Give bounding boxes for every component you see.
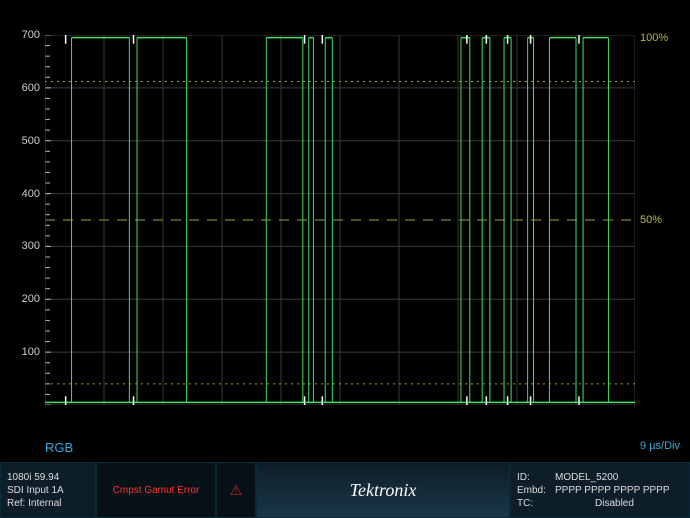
brand-name: Tektronix <box>350 480 417 501</box>
y-tick-label: 500 <box>0 135 40 147</box>
pct-100-label: 100% <box>640 32 668 44</box>
y-tick-label: 400 <box>0 188 40 200</box>
video-format: 1080i 59.94 <box>7 471 89 484</box>
time-per-div: 9 µs/Div <box>640 440 680 452</box>
device-info: ID:MODEL_5200 Embd:PPPP PPPP PPPP PPPP T… <box>510 462 690 518</box>
y-tick-label: 300 <box>0 240 40 252</box>
y-tick-label: 200 <box>0 293 40 305</box>
y-tick-label: 700 <box>0 29 40 41</box>
alarm-icon: ⚠ <box>230 482 243 499</box>
gamut-error: Cmpst Gamut Error <box>113 485 200 496</box>
waveform-display: 100200300400500600700 100%50% RGB 9 µs/D… <box>0 0 690 438</box>
tc-label: TC: <box>517 497 555 510</box>
pct-50-label: 50% <box>640 214 662 226</box>
error-panel: Cmpst Gamut Error <box>96 462 216 518</box>
embd-value: PPPP PPPP PPPP PPPP <box>555 484 670 497</box>
status-bar: 1080i 59.94 SDI Input 1A Ref: Internal C… <box>0 462 690 518</box>
input-source: SDI Input 1A <box>7 484 89 497</box>
y-tick-label: 100 <box>0 346 40 358</box>
graticule <box>45 35 635 405</box>
brand-panel: Tektronix <box>256 462 510 518</box>
reference: Ref: Internal <box>7 497 89 510</box>
mode-label: RGB <box>45 440 73 455</box>
y-tick-label: 600 <box>0 82 40 94</box>
tc-value: Disabled <box>595 497 634 510</box>
embd-label: Embd: <box>517 484 555 497</box>
signal-info: 1080i 59.94 SDI Input 1A Ref: Internal <box>0 462 96 518</box>
alarm-panel: ⚠ <box>216 462 256 518</box>
id-value: MODEL_5200 <box>555 471 618 484</box>
id-label: ID: <box>517 471 555 484</box>
